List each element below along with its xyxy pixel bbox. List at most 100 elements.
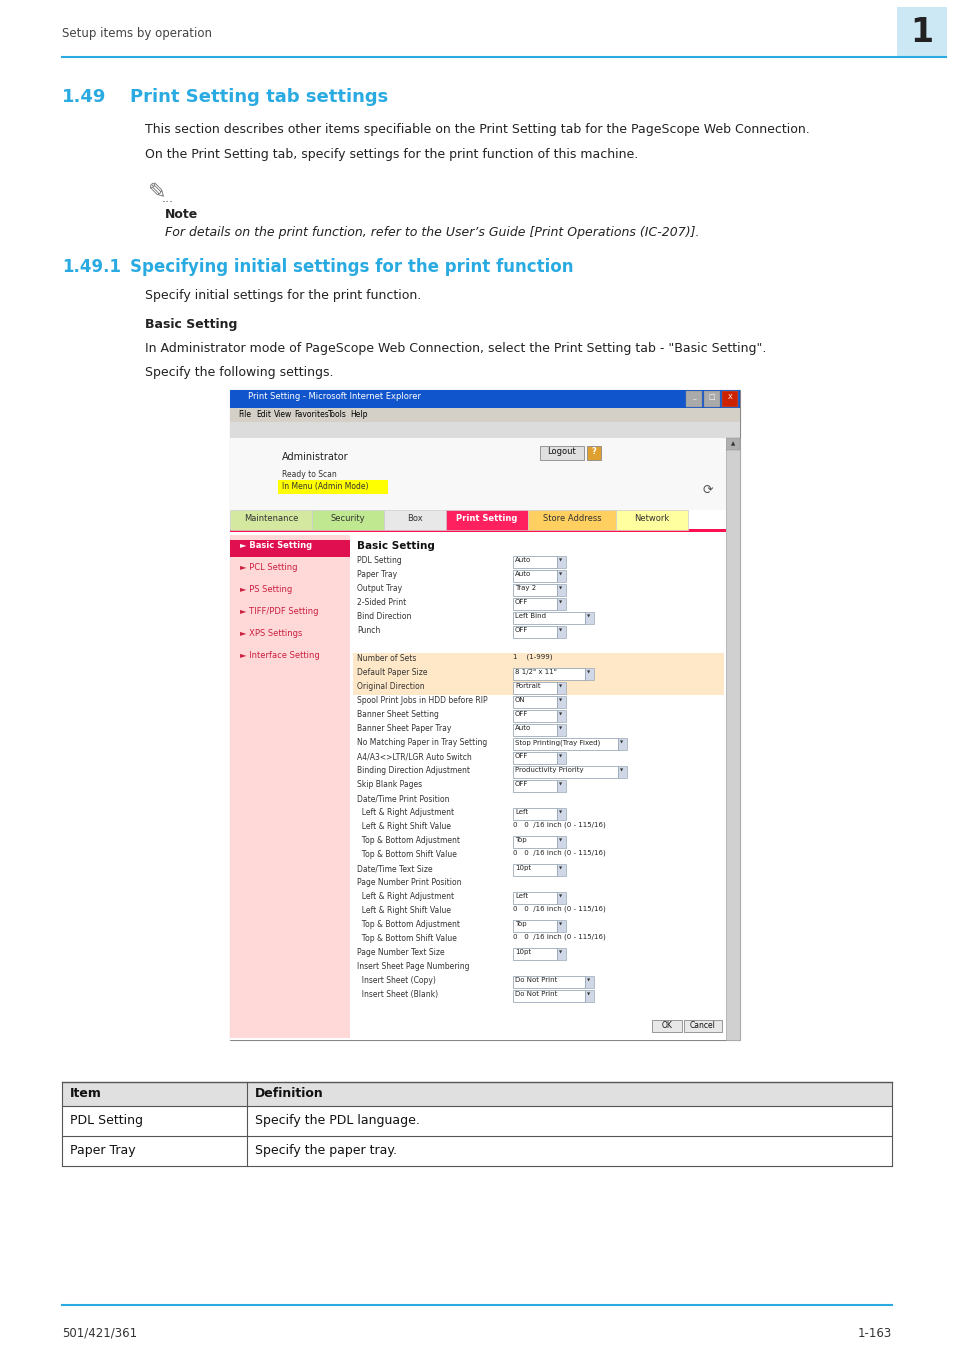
Bar	[513, 975, 584, 988]
Text: Logout: Logout	[547, 447, 576, 457]
Text: ▼: ▼	[558, 727, 562, 731]
Bar	[513, 626, 557, 638]
Text: Specify the paper tray.: Specify the paper tray.	[254, 1144, 396, 1156]
Text: In Menu (Admin Mode): In Menu (Admin Mode)	[282, 482, 368, 490]
Bar	[513, 557, 557, 567]
Bar	[230, 438, 725, 509]
Bar	[513, 892, 557, 904]
Bar	[618, 738, 626, 750]
Bar	[513, 920, 557, 932]
Text: Stop Printing(Tray Fixed): Stop Printing(Tray Fixed)	[515, 739, 599, 746]
Text: Tools: Tools	[328, 409, 347, 419]
Text: ▼: ▼	[558, 559, 562, 563]
Text: Left & Right Shift Value: Left & Right Shift Value	[356, 907, 451, 915]
Text: Original Direction: Original Direction	[356, 682, 424, 690]
Bar	[616, 509, 687, 530]
Text: ▼: ▼	[619, 740, 623, 744]
Text: OFF: OFF	[515, 753, 528, 759]
Bar	[62, 1106, 891, 1136]
Text: ▼: ▼	[558, 811, 562, 815]
Text: Number of Sets: Number of Sets	[356, 654, 416, 663]
Text: OFF: OFF	[515, 781, 528, 788]
Text: ⟳: ⟳	[702, 484, 713, 497]
Text: Left & Right Adjustment: Left & Right Adjustment	[356, 808, 454, 817]
Text: Productivity Priority: Productivity Priority	[515, 767, 583, 773]
Text: Top: Top	[515, 921, 526, 927]
Text: ► PCL Setting: ► PCL Setting	[240, 563, 297, 571]
Text: Auto: Auto	[515, 725, 531, 731]
Text: Bind Direction: Bind Direction	[356, 612, 411, 621]
Text: 0   0  /16 inch (0 - 115/16): 0 0 /16 inch (0 - 115/16)	[513, 850, 605, 857]
Text: Portrait: Portrait	[515, 684, 540, 689]
Bar	[703, 390, 720, 407]
Bar	[557, 584, 565, 596]
Bar	[584, 667, 594, 680]
Bar	[513, 753, 557, 765]
Text: Tray 2: Tray 2	[515, 585, 536, 590]
Text: 0   0  /16 inch (0 - 115/16): 0 0 /16 inch (0 - 115/16)	[513, 821, 605, 828]
Text: ▼: ▼	[558, 951, 562, 955]
Bar	[230, 540, 350, 557]
Text: ...: ...	[162, 192, 173, 205]
Text: On the Print Setting tab, specify settings for the print function of this machin: On the Print Setting tab, specify settin…	[145, 149, 638, 161]
Bar	[683, 1020, 721, 1032]
Bar	[725, 438, 740, 1040]
Text: ▼: ▼	[587, 615, 590, 619]
Text: PDL Setting: PDL Setting	[70, 1115, 143, 1127]
Bar	[513, 612, 584, 624]
Text: Basic Setting: Basic Setting	[145, 317, 237, 331]
Text: Left & Right Adjustment: Left & Right Adjustment	[356, 892, 454, 901]
Bar	[557, 570, 565, 582]
Bar	[539, 446, 583, 459]
Bar	[513, 724, 557, 736]
Bar	[557, 892, 565, 904]
Bar	[230, 438, 740, 1040]
Bar	[513, 990, 584, 1002]
Text: Page Number Text Size: Page Number Text Size	[356, 948, 444, 957]
Text: Do Not Print: Do Not Print	[515, 977, 557, 984]
Bar	[513, 948, 557, 961]
Bar	[62, 1082, 891, 1106]
Bar	[557, 836, 565, 848]
Text: Specifying initial settings for the print function: Specifying initial settings for the prin…	[130, 258, 573, 276]
Bar	[353, 535, 723, 1038]
Bar	[725, 438, 740, 450]
Bar	[557, 626, 565, 638]
Bar	[557, 753, 565, 765]
Bar	[557, 696, 565, 708]
Text: 0   0  /16 inch (0 - 115/16): 0 0 /16 inch (0 - 115/16)	[513, 934, 605, 940]
Text: ▼: ▼	[558, 894, 562, 898]
Text: OFF: OFF	[515, 598, 528, 605]
Bar	[230, 535, 350, 1038]
Text: Banner Sheet Paper Tray: Banner Sheet Paper Tray	[356, 724, 451, 734]
Text: Top & Bottom Shift Value: Top & Bottom Shift Value	[356, 934, 456, 943]
Text: ► PS Setting: ► PS Setting	[240, 585, 292, 594]
Text: ▼: ▼	[587, 979, 590, 984]
Text: Cancel: Cancel	[689, 1021, 715, 1029]
Bar	[230, 509, 312, 530]
Text: Item: Item	[70, 1088, 102, 1100]
Bar	[513, 865, 557, 875]
Text: Setup items by operation: Setup items by operation	[62, 27, 212, 41]
Bar	[527, 509, 616, 530]
Bar	[685, 390, 701, 407]
Bar	[651, 1020, 681, 1032]
Bar	[513, 836, 557, 848]
Bar	[513, 696, 557, 708]
Bar	[446, 509, 527, 530]
Text: Print Setting: Print Setting	[456, 513, 517, 523]
Bar	[557, 711, 565, 721]
Bar	[353, 653, 723, 667]
Text: ON: ON	[515, 697, 525, 703]
Text: ► Interface Setting: ► Interface Setting	[240, 651, 319, 661]
Text: Maintenance: Maintenance	[244, 513, 298, 523]
Text: ▼: ▼	[619, 769, 623, 773]
Text: Auto: Auto	[515, 557, 531, 563]
Text: Date/Time Text Size: Date/Time Text Size	[356, 865, 432, 873]
Bar	[557, 920, 565, 932]
Text: Edit: Edit	[255, 409, 271, 419]
Text: Paper Tray: Paper Tray	[356, 570, 396, 580]
Text: □: □	[708, 394, 715, 400]
Text: Favorites: Favorites	[294, 409, 329, 419]
Text: ▼: ▼	[558, 755, 562, 759]
